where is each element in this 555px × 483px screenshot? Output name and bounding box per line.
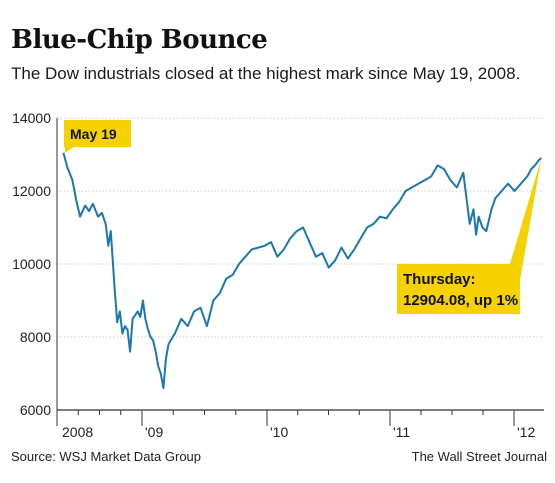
callout-thursday-label: Thursday: [403,271,476,288]
axis-layer: 6000 8000 10000 12000 14000 2008 '09 '10 '11 '12 [12,110,544,440]
source-note: Source: WSJ Market Data Group [11,449,202,464]
x-tick-label: 2008 [62,424,93,440]
chart-subtitle: The Dow industrials closed at the highes… [11,64,521,83]
x-tick-label: '12 [517,424,535,440]
publisher-credit: The Wall Street Journal [411,449,547,464]
x-tick-label: '11 [393,424,410,440]
annotation-layer: May 19 Thursday: 12904.08, up 1% [64,120,542,314]
x-tick-label: '09 [145,424,163,440]
callout-thursday-box [397,264,520,314]
callout-may19-label: May 19 [70,126,117,142]
x-tick-label: '10 [270,424,288,440]
grid-layer [57,117,544,338]
y-tick-label: 8000 [20,329,51,345]
y-tick-label: 12000 [12,183,51,199]
callout-thursday-pointer [510,158,542,280]
y-tick-label: 6000 [20,402,51,418]
y-tick-label: 14000 [12,110,51,126]
chart-title: Blue-Chip Bounce [11,25,268,55]
callout-may19-box [64,120,131,147]
y-tick-label: 10000 [12,256,51,272]
series-layer [62,152,543,390]
series-line [62,152,543,390]
callout-thursday-value: 12904.08, up 1% [403,292,518,309]
